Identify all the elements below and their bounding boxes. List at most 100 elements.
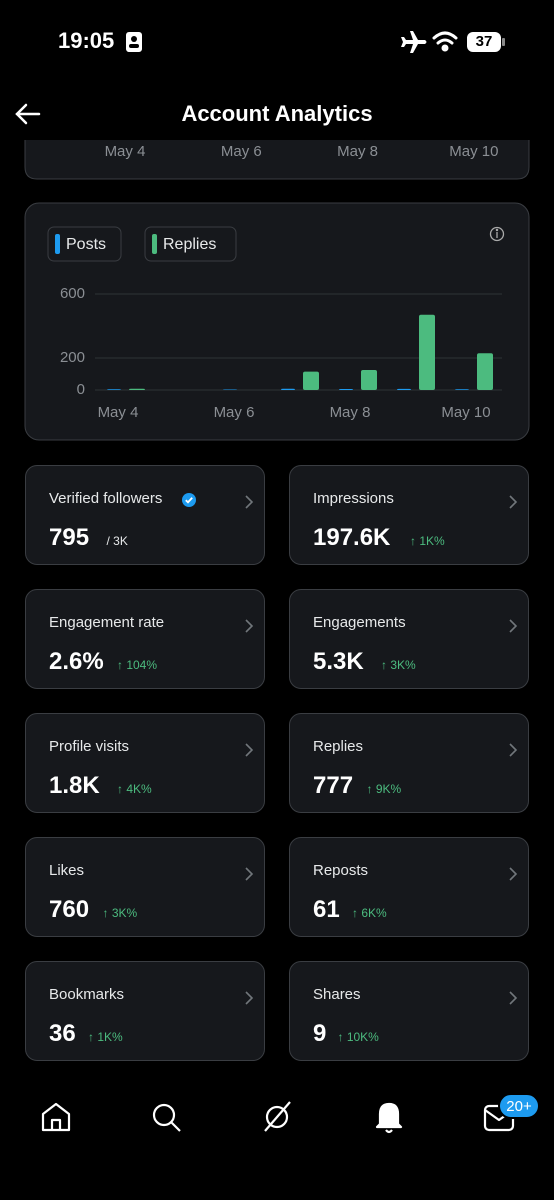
chevron-icon bbox=[509, 743, 518, 757]
info-icon[interactable] bbox=[489, 226, 505, 242]
chevron-icon bbox=[509, 619, 518, 633]
bar bbox=[107, 389, 121, 390]
metric-total: / 3K bbox=[106, 534, 128, 548]
x-tick-label: May 6 bbox=[214, 404, 255, 421]
search-icon[interactable] bbox=[152, 1103, 181, 1132]
legend-chip bbox=[47, 226, 122, 262]
metric-change: ↑ 1K% bbox=[410, 534, 445, 548]
battery-icon: 37 bbox=[467, 32, 505, 52]
metric-value: 795 bbox=[49, 524, 90, 551]
chart-card bbox=[24, 202, 530, 441]
chevron-icon bbox=[245, 619, 254, 633]
previous-x-label: May 4 bbox=[105, 143, 146, 160]
bar bbox=[303, 371, 319, 390]
metric-label: Replies bbox=[313, 738, 364, 755]
bar bbox=[419, 314, 435, 390]
x-tick-label: May 8 bbox=[330, 404, 371, 421]
metric-change: ↑ 9K% bbox=[366, 782, 402, 796]
bar bbox=[477, 353, 493, 390]
y-tick-label: 600 bbox=[60, 285, 85, 302]
metric-value: 1.8K bbox=[49, 772, 100, 799]
metric-card[interactable]: Engagements 5.3K ↑ 3K% bbox=[289, 589, 529, 689]
contact-icon bbox=[126, 32, 142, 52]
legend-chip bbox=[144, 226, 237, 262]
metric-value: 2.6% bbox=[49, 648, 104, 675]
metric-value: 9 bbox=[313, 1020, 327, 1047]
chevron bbox=[508, 866, 518, 887]
metric-value: 5.3K bbox=[313, 648, 364, 675]
bar bbox=[281, 388, 295, 390]
bar bbox=[455, 389, 469, 390]
previous-x-label: May 6 bbox=[221, 143, 262, 160]
legend-swatch bbox=[152, 234, 157, 254]
metric-card[interactable]: Bookmarks 36 ↑ 1K% bbox=[25, 961, 265, 1061]
chevron bbox=[508, 990, 518, 1011]
metric-change: ↑ 4K% bbox=[117, 782, 152, 796]
bottom-nav bbox=[41, 1101, 515, 1134]
chevron-icon bbox=[509, 495, 518, 509]
metric-card[interactable]: Shares 9 ↑ 10K% bbox=[289, 961, 529, 1061]
metric-label: Impressions bbox=[313, 490, 394, 507]
legend-label: Posts bbox=[66, 236, 106, 253]
metric-card[interactable]: Reposts 61 ↑ 6K% bbox=[289, 837, 529, 937]
metric-card[interactable]: Profile visits 1.8K ↑ 4K% bbox=[25, 713, 265, 813]
wifi-icon bbox=[432, 31, 458, 52]
x-tick-label: May 10 bbox=[441, 404, 490, 421]
airplane-icon bbox=[401, 31, 427, 53]
chevron-icon bbox=[509, 867, 518, 881]
metric-label: Shares bbox=[313, 986, 361, 1003]
chevron-icon bbox=[245, 867, 254, 881]
bar bbox=[361, 370, 377, 390]
metric-label: Profile visits bbox=[49, 738, 130, 755]
metric-value: 760 bbox=[49, 896, 90, 923]
metric-card[interactable]: Engagement rate 2.6% ↑ 104% bbox=[25, 589, 265, 689]
metric-change: ↑ 1K% bbox=[88, 1030, 123, 1044]
verified-icon bbox=[182, 493, 196, 507]
chevron-icon bbox=[245, 743, 254, 757]
legend-label: Replies bbox=[163, 236, 216, 253]
messages-badge bbox=[498, 1093, 540, 1119]
previous-chart-card bbox=[24, 140, 530, 180]
metric-value: 61 bbox=[313, 896, 340, 923]
metric-change: ↑ 3K% bbox=[381, 658, 416, 672]
metric-change: ↑ 6K% bbox=[352, 906, 387, 920]
notifications-icon-clapper bbox=[385, 1129, 393, 1134]
metric-card[interactable]: Likes 760 ↑ 3K% bbox=[25, 837, 265, 937]
metric-card[interactable]: Verified followers 795 / 3K bbox=[25, 465, 265, 565]
chevron bbox=[244, 494, 254, 515]
metric-label: Engagement rate bbox=[49, 614, 165, 631]
metric-label: Engagements bbox=[313, 614, 406, 631]
bar bbox=[397, 388, 411, 390]
chevron bbox=[508, 742, 518, 763]
metric-label: Reposts bbox=[313, 862, 369, 879]
previous-x-label: May 10 bbox=[449, 143, 498, 160]
metric-card[interactable]: Replies 777 ↑ 9K% bbox=[289, 713, 529, 813]
grok-icon[interactable] bbox=[264, 1101, 291, 1132]
metric-card[interactable]: Impressions 197.6K ↑ 1K% bbox=[289, 465, 529, 565]
metric-label: Verified followers bbox=[49, 490, 163, 507]
back-button[interactable] bbox=[15, 103, 41, 125]
metric-change: ↑ 10K% bbox=[337, 1030, 379, 1044]
metric-label: Likes bbox=[49, 862, 85, 879]
y-tick-label: 200 bbox=[60, 349, 85, 366]
bar bbox=[129, 388, 145, 390]
clock: 19:05 bbox=[58, 28, 114, 53]
metric-value: 777 bbox=[313, 772, 354, 799]
metric-label: Bookmarks bbox=[49, 986, 125, 1003]
chevron-icon bbox=[245, 495, 254, 509]
chevron bbox=[244, 618, 254, 639]
bar bbox=[339, 389, 353, 390]
chevron bbox=[244, 990, 254, 1011]
chevron-icon bbox=[245, 991, 254, 1005]
previous-x-label: May 8 bbox=[337, 143, 378, 160]
home-icon[interactable] bbox=[41, 1102, 71, 1132]
notifications-icon[interactable] bbox=[375, 1102, 403, 1129]
verified-badge bbox=[182, 493, 196, 512]
chevron bbox=[508, 494, 518, 515]
chevron-icon bbox=[509, 991, 518, 1005]
chevron bbox=[508, 618, 518, 639]
battery-level: 37 bbox=[476, 33, 493, 50]
metric-change: ↑ 104% bbox=[117, 658, 158, 672]
